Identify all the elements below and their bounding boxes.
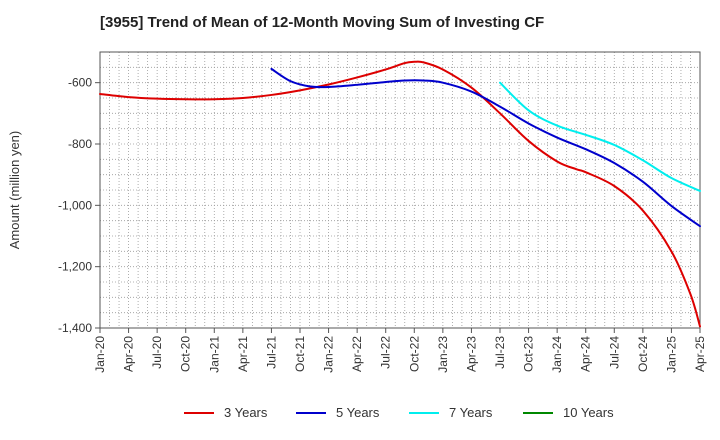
x-tick-label: Jan-21	[207, 336, 221, 373]
series-line-3-years	[99, 60, 701, 328]
x-tick-label: Oct-24	[636, 336, 650, 372]
x-tick-label: Oct-21	[293, 336, 307, 372]
legend-label-5-years: 5 Years	[336, 405, 380, 420]
y-tick-label: -1,000	[58, 198, 92, 212]
legend-swatch-5-years	[296, 411, 326, 414]
y-tick-label: -1,400	[58, 321, 92, 335]
legend-swatch-10-years	[523, 411, 553, 414]
legend-label-7-years: 7 Years	[449, 405, 493, 420]
x-tick-label: Jan-20	[93, 336, 107, 373]
series-line-5-years	[270, 67, 701, 228]
x-tick-label: Apr-23	[464, 336, 478, 372]
x-tick-label: Jul-21	[264, 336, 278, 369]
x-tick-label: Apr-22	[350, 336, 364, 372]
legend-swatch-3-years	[184, 411, 214, 414]
x-tick-label: Jan-24	[550, 336, 564, 373]
y-tick-label: -1,200	[58, 260, 92, 274]
x-tick-label: Oct-22	[407, 336, 421, 372]
x-tick-label: Jul-23	[493, 336, 507, 369]
legend-item-7-years: 7 Years	[409, 405, 492, 420]
series-line-7-years	[499, 81, 701, 192]
series-layer	[99, 60, 701, 328]
x-tick-label: Jul-20	[150, 336, 164, 369]
x-tick-label: Apr-24	[579, 336, 593, 372]
legend: 3 Years 5 Years 7 Years 10 Years	[0, 405, 720, 425]
x-tick-label: Apr-21	[236, 336, 250, 372]
chart-title: [3955] Trend of Mean of 12-Month Moving …	[100, 14, 545, 31]
legend-item-10-years: 10 Years	[523, 405, 614, 420]
legend-label-10-years: 10 Years	[563, 405, 614, 420]
legend-swatch-7-years	[409, 411, 439, 414]
y-axis-label: Amount (million yen)	[7, 131, 22, 250]
x-tick-label: Apr-20	[122, 336, 136, 372]
legend-label-3-years: 3 Years	[224, 405, 268, 420]
x-tick-label: Jan-23	[436, 336, 450, 373]
legend-item-5-years: 5 Years	[296, 405, 379, 420]
grid-layer	[100, 52, 700, 328]
legend-item-3-years: 3 Years	[184, 405, 267, 420]
x-tick-label: Oct-20	[179, 336, 193, 372]
x-tick-label: Jul-22	[379, 336, 393, 369]
x-tick-label: Jan-25	[664, 336, 678, 373]
y-tick-label: -800	[68, 137, 92, 151]
x-tick-label: Jan-22	[322, 336, 336, 373]
x-tick-label: Oct-23	[522, 336, 536, 372]
x-tick-label: Apr-25	[693, 336, 707, 372]
x-tick-label: Jul-24	[607, 336, 621, 369]
y-tick-label: -600	[68, 76, 92, 90]
